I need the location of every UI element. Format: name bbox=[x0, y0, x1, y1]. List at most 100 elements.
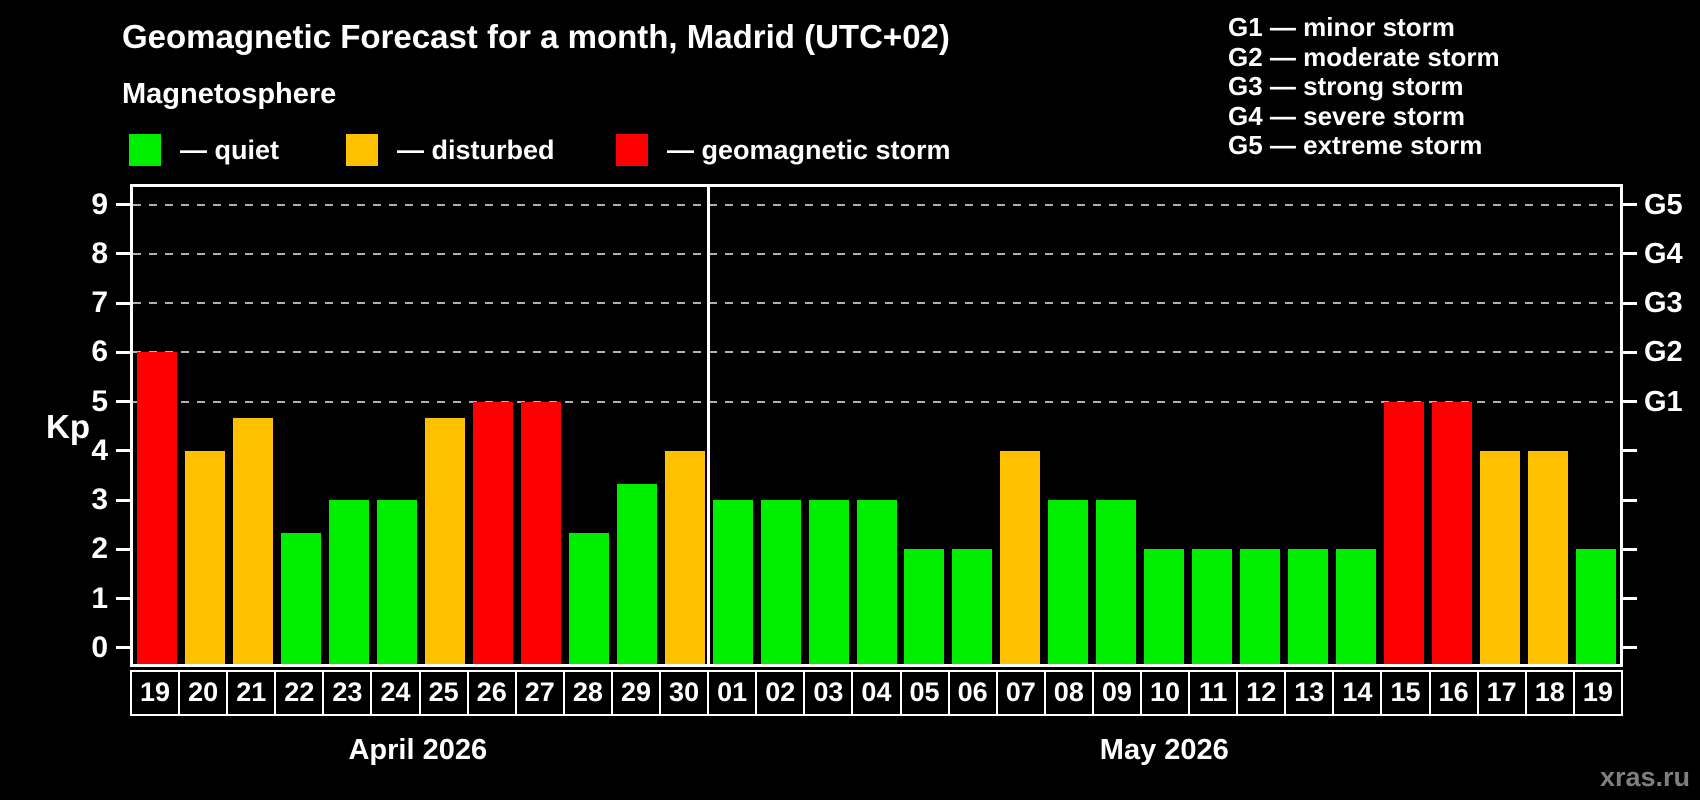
y-axis-tick-label-6: 6 bbox=[91, 335, 108, 369]
magnetosphere-label: Magnetosphere bbox=[122, 78, 337, 110]
legend-swatch-disturbed bbox=[346, 134, 378, 166]
kp-bar-30 bbox=[664, 450, 705, 664]
y-axis-tick-label-7: 7 bbox=[91, 286, 108, 320]
day-cell-08: 08 bbox=[1046, 672, 1094, 714]
kp-bar-02 bbox=[760, 500, 801, 664]
g-axis-label-g2: G2 bbox=[1644, 336, 1683, 369]
day-cell-03: 03 bbox=[805, 672, 854, 714]
kp-bar-04 bbox=[856, 500, 897, 664]
legend-label-storm: — geomagnetic storm bbox=[667, 135, 951, 165]
kp-bar-05 bbox=[904, 549, 945, 664]
day-cell-20: 20 bbox=[180, 672, 229, 714]
g-scale-legend: G1 — minor storm G2 — moderate storm G3 … bbox=[1228, 12, 1500, 161]
right-axis-tick-7 bbox=[1623, 301, 1637, 305]
kp-bar-23 bbox=[328, 500, 369, 664]
day-cell-16: 16 bbox=[1431, 672, 1479, 714]
grid-line-kp9 bbox=[133, 203, 1620, 206]
day-cell-13: 13 bbox=[1286, 672, 1335, 714]
day-cell-24: 24 bbox=[372, 672, 421, 714]
g-axis-label-g1: G1 bbox=[1644, 385, 1683, 418]
day-cell-09: 09 bbox=[1094, 672, 1142, 714]
right-axis-tick-2 bbox=[1623, 547, 1637, 551]
g-axis-label-g4: G4 bbox=[1644, 237, 1683, 270]
kp-bar-28 bbox=[568, 533, 609, 664]
kp-bar-19 bbox=[1576, 549, 1617, 664]
day-cell-22: 22 bbox=[276, 672, 325, 714]
kp-bar-14 bbox=[1336, 549, 1377, 664]
day-cell-17: 17 bbox=[1479, 672, 1527, 714]
month-label-may: May 2026 bbox=[1099, 734, 1229, 766]
day-cell-06: 06 bbox=[950, 672, 998, 714]
day-cell-12: 12 bbox=[1238, 672, 1287, 714]
kp-bar-13 bbox=[1288, 549, 1329, 664]
month-divider-line bbox=[707, 187, 711, 664]
plot-area bbox=[130, 184, 1623, 667]
kp-bar-27 bbox=[520, 401, 561, 664]
y-axis-tick-label-1: 1 bbox=[91, 581, 108, 615]
right-axis-tick-0 bbox=[1623, 646, 1637, 650]
y-axis-tick-label-2: 2 bbox=[91, 532, 108, 566]
right-axis-tick-8 bbox=[1623, 252, 1637, 256]
right-axis-tick-3 bbox=[1623, 498, 1637, 502]
right-axis-tick-9 bbox=[1623, 203, 1637, 207]
kp-bar-19 bbox=[136, 352, 177, 664]
kp-bar-26 bbox=[472, 401, 513, 664]
y-axis-tick-label-3: 3 bbox=[91, 483, 108, 517]
g-legend-item-g5: G5 — extreme storm bbox=[1228, 130, 1483, 160]
day-cell-18: 18 bbox=[1527, 672, 1575, 714]
day-cell-11: 11 bbox=[1190, 672, 1239, 714]
day-cell-05: 05 bbox=[902, 672, 950, 714]
day-cell-15: 15 bbox=[1382, 672, 1431, 714]
kp-bar-03 bbox=[808, 500, 849, 664]
y-axis-tick-5 bbox=[116, 400, 130, 404]
y-axis-tick-9 bbox=[116, 203, 130, 207]
day-cell-02: 02 bbox=[757, 672, 806, 714]
y-axis-tick-label-5: 5 bbox=[91, 384, 108, 418]
y-axis-tick-3 bbox=[116, 498, 130, 502]
y-axis-tick-0 bbox=[116, 646, 130, 650]
y-axis-tick-label-4: 4 bbox=[91, 433, 108, 467]
y-axis-tick-6 bbox=[116, 350, 130, 354]
day-cell-29: 29 bbox=[613, 672, 662, 714]
y-axis-tick-7 bbox=[116, 301, 130, 305]
day-cell-23: 23 bbox=[324, 672, 373, 714]
grid-line-kp8 bbox=[133, 252, 1620, 255]
kp-bar-17 bbox=[1480, 450, 1521, 664]
watermark: xras.ru bbox=[1599, 762, 1690, 792]
kp-bar-18 bbox=[1528, 450, 1569, 664]
grid-line-kp6 bbox=[133, 351, 1620, 354]
y-axis-tick-4 bbox=[116, 449, 130, 453]
day-cell-19: 19 bbox=[132, 672, 181, 714]
y-axis-tick-label-8: 8 bbox=[91, 236, 108, 270]
right-axis-tick-6 bbox=[1623, 350, 1637, 354]
legend-label-disturbed: — disturbed bbox=[397, 135, 555, 165]
kp-bar-01 bbox=[712, 500, 753, 664]
kp-bar-11 bbox=[1192, 549, 1233, 664]
kp-bar-07 bbox=[1000, 450, 1041, 664]
kp-bar-24 bbox=[376, 500, 417, 664]
right-axis-tick-4 bbox=[1623, 449, 1637, 453]
kp-bar-29 bbox=[616, 483, 657, 664]
day-cell-04: 04 bbox=[853, 672, 902, 714]
y-axis-label-kp: Kp bbox=[46, 408, 90, 445]
day-cell-30: 30 bbox=[661, 672, 710, 714]
kp-bar-10 bbox=[1144, 549, 1185, 664]
kp-bar-25 bbox=[424, 417, 465, 664]
g-legend-item-g1: G1 — minor storm bbox=[1228, 12, 1455, 42]
grid-line-kp5 bbox=[133, 400, 1620, 403]
day-cell-28: 28 bbox=[565, 672, 613, 714]
day-cell-21: 21 bbox=[228, 672, 277, 714]
y-axis-tick-label-0: 0 bbox=[91, 630, 108, 664]
kp-bar-09 bbox=[1096, 500, 1137, 664]
y-axis-tick-1 bbox=[116, 597, 130, 601]
day-axis-row: 19 20 21 22 23 24 25 26 27 28 29 30 01 02 03 04 05 06 07 08… bbox=[130, 670, 1623, 716]
y-axis-tick-2 bbox=[116, 547, 130, 551]
g-axis-label-g5: G5 bbox=[1644, 188, 1683, 221]
g-legend-item-g2: G2 — moderate storm bbox=[1228, 41, 1500, 72]
y-axis-tick-label-9: 9 bbox=[91, 187, 108, 221]
legend-swatch-storm bbox=[616, 134, 648, 166]
g-legend-item-g3: G3 — strong storm bbox=[1228, 71, 1464, 101]
kp-bar-21 bbox=[232, 417, 273, 664]
plot-inner bbox=[133, 187, 1620, 664]
